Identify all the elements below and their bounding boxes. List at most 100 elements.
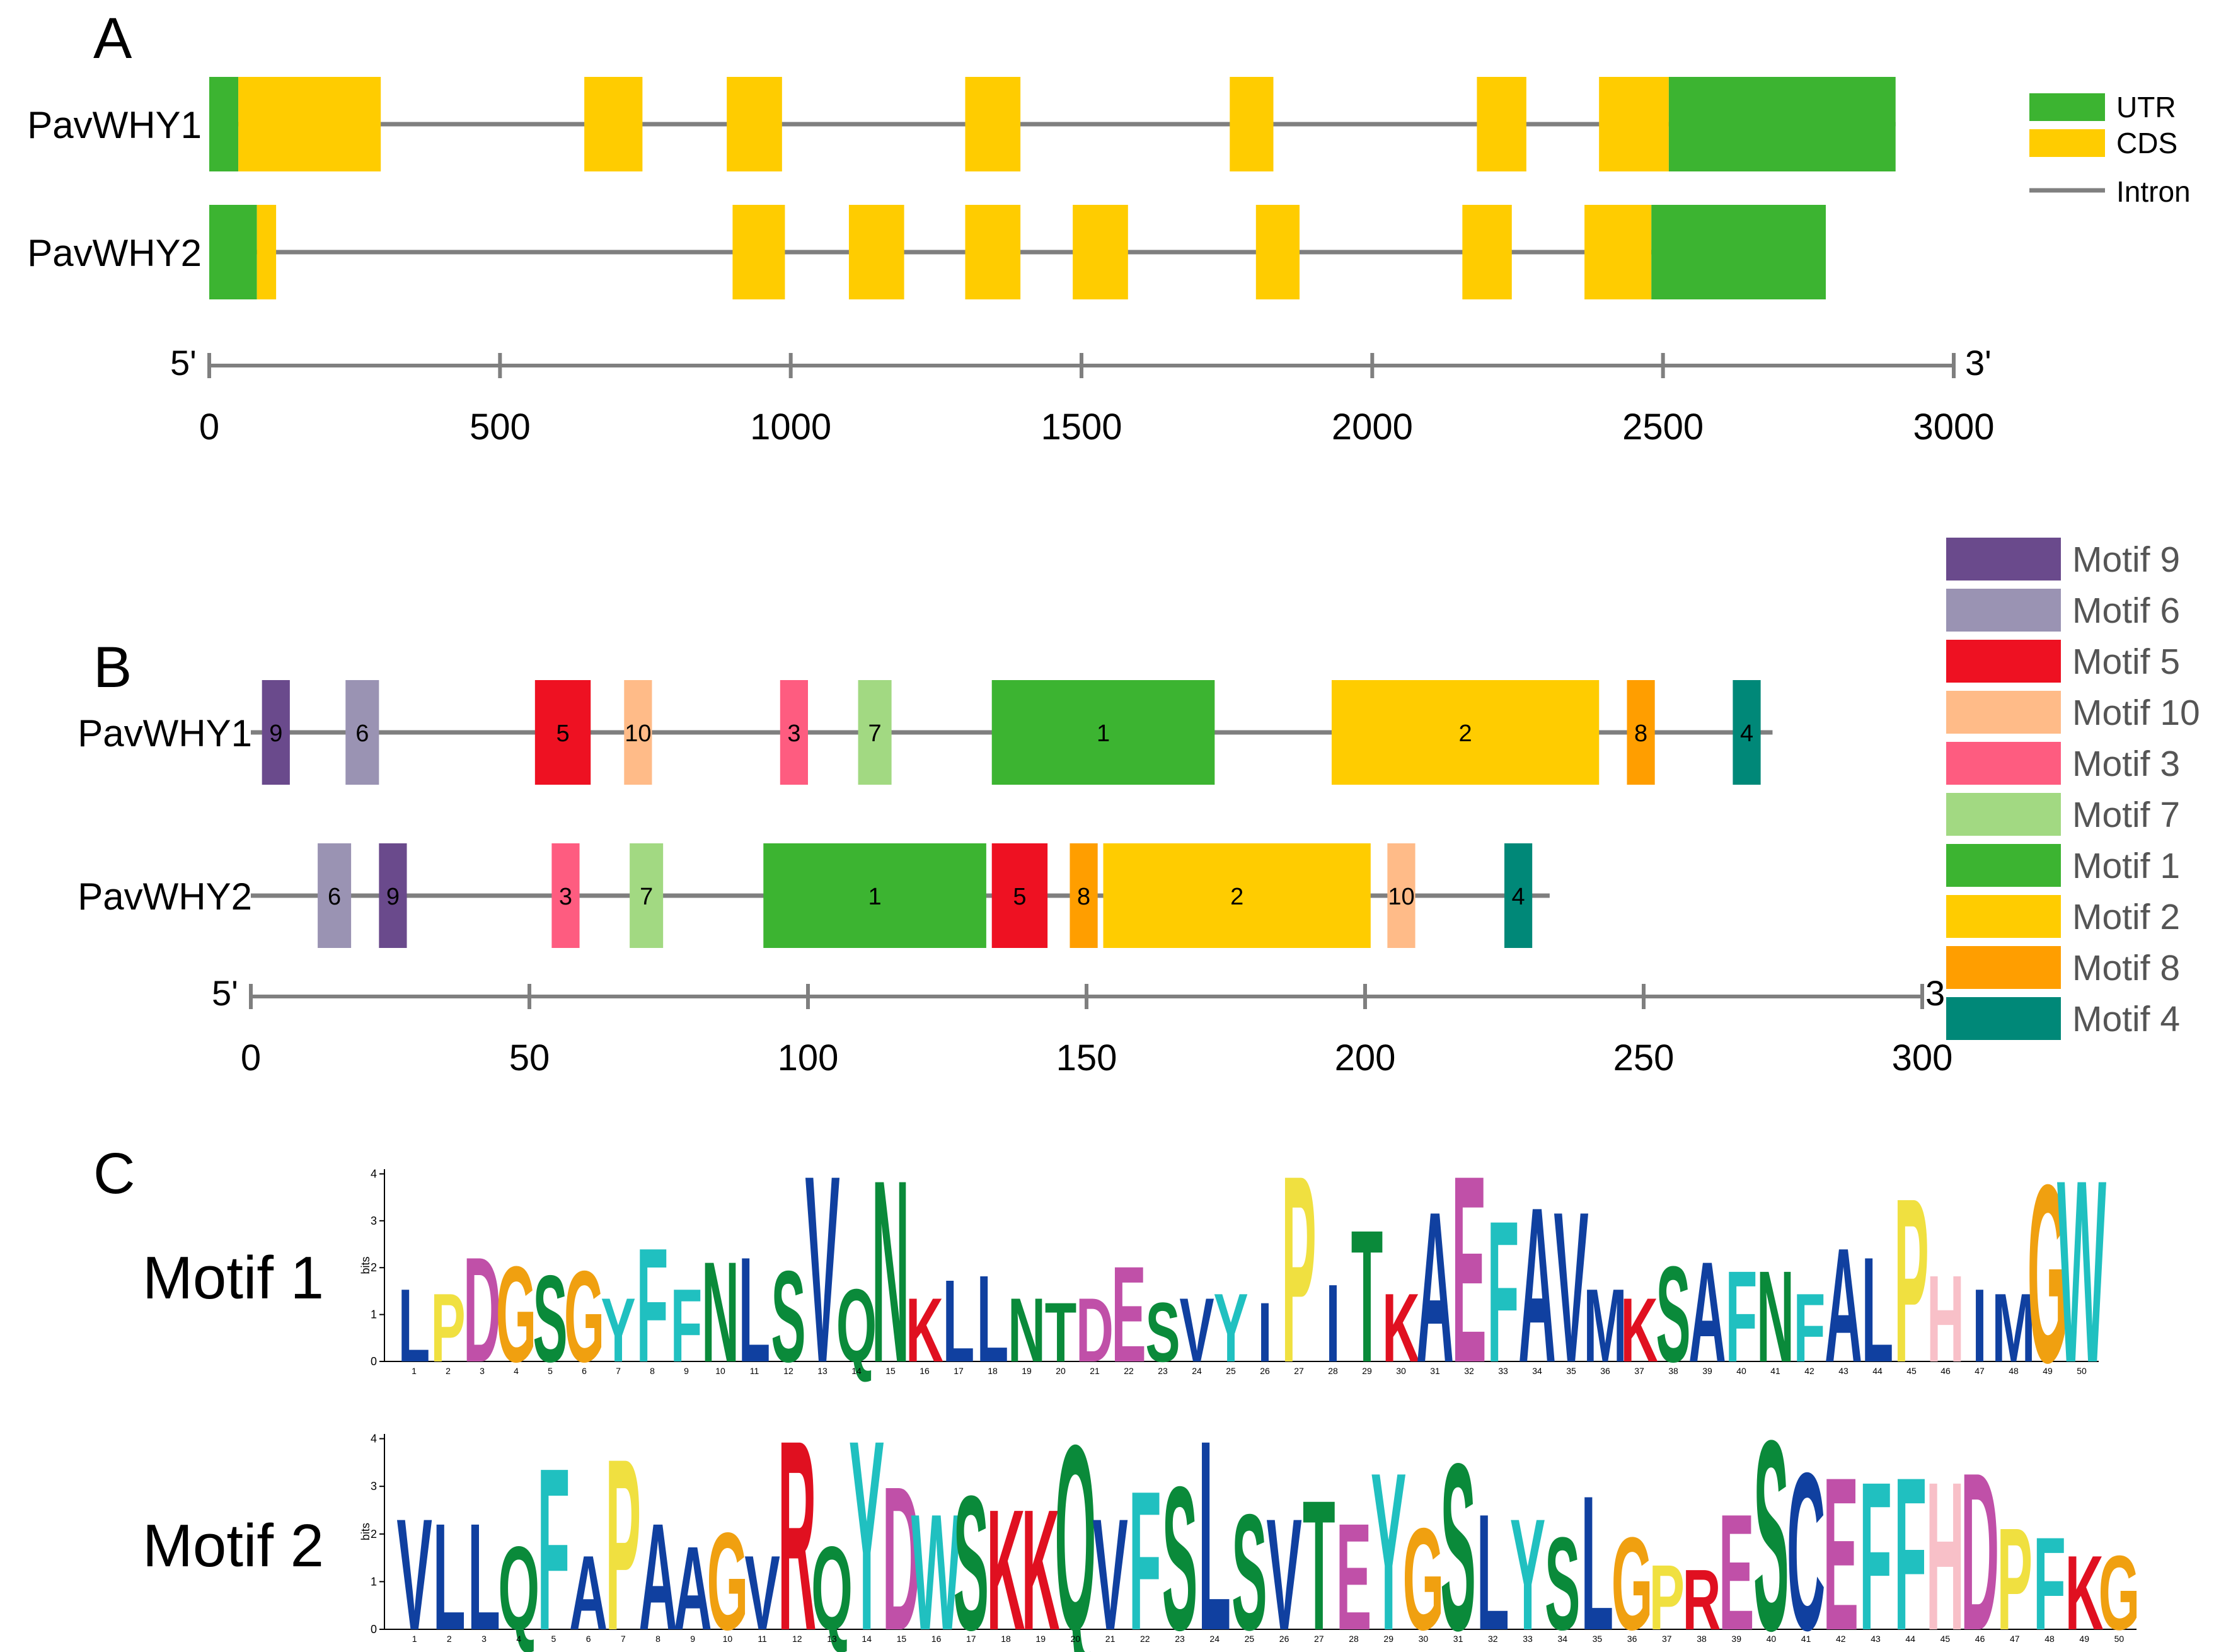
motif-number-label: 9	[386, 884, 400, 910]
logo-position-label: 14	[851, 1366, 862, 1376]
logo-position-label: 21	[1105, 1634, 1116, 1644]
motif-number-label: 2	[1230, 884, 1243, 910]
logo-residue: K	[986, 1474, 1025, 1652]
residue-letter: E	[1111, 1237, 1146, 1390]
residue-letter: F	[1726, 1245, 1758, 1390]
logo-position-label: 49	[2043, 1366, 2053, 1376]
logo-residue: D	[463, 1226, 501, 1394]
protein-pavwhy1: PavWHY1 9 6 5 10 3 7 1 2 8 4	[78, 680, 1773, 785]
protein-pavwhy2: PavWHY2 6 9 3 7 1 5 8 2 10 4	[78, 843, 1550, 948]
legend-swatch	[1946, 691, 2061, 734]
logo-position-label: 32	[1488, 1634, 1498, 1644]
logo-position-label: 32	[1464, 1366, 1474, 1376]
logo-residue: D	[882, 1445, 921, 1652]
motif-number-label: 6	[328, 884, 341, 910]
gene-name-label: PavWHY2	[27, 232, 202, 274]
logo-position-label: 42	[1804, 1366, 1814, 1376]
motif-9-box	[379, 843, 407, 948]
logo-position-label: 25	[1226, 1366, 1236, 1376]
residue-letter: N	[1008, 1279, 1046, 1381]
logo-position-label: 47	[1975, 1366, 1985, 1376]
axis-tick-label: 2500	[1622, 407, 1704, 448]
logo-residue: L	[943, 1256, 975, 1387]
logo-residue: V	[805, 1120, 840, 1418]
legend-swatch	[2029, 93, 2105, 121]
logo-position-label: 11	[758, 1634, 767, 1644]
logo-residue: R	[1682, 1552, 1721, 1648]
logo-y-tick-label: 2	[371, 1261, 377, 1274]
motif-number-label: 10	[1388, 884, 1414, 910]
residue-letter: K	[2065, 1535, 2104, 1652]
logo-position-label: 19	[1022, 1366, 1032, 1376]
logo-residue: L	[398, 1268, 430, 1384]
residue-letter: E	[1336, 1492, 1371, 1652]
logo-position-label: 3	[482, 1634, 487, 1644]
residue-letter: L	[468, 1492, 500, 1652]
motif-number-label: 3	[787, 720, 800, 747]
logo-residue: I	[1973, 1268, 1987, 1384]
logo-title: Motif 2	[142, 1512, 324, 1580]
residue-letter: I	[1326, 1262, 1341, 1386]
logo-position-label: 24	[1192, 1366, 1202, 1376]
logo-position-label: 40	[1767, 1634, 1777, 1644]
logo-position-label: 10	[715, 1366, 725, 1376]
logo-residue: V	[744, 1535, 780, 1652]
motif-2-box	[1331, 680, 1600, 785]
legend-swatch	[1946, 640, 2061, 683]
logo-residue: T	[1351, 1191, 1383, 1402]
legend-label: Motif 5	[2072, 642, 2180, 682]
logo-residue: D	[1076, 1279, 1114, 1381]
panel-b-axis: 5' 3' 0 50 100 150 200 250 300	[212, 973, 1952, 1078]
logo-position-label: 33	[1498, 1366, 1508, 1376]
logo-position-label: 34	[1557, 1634, 1567, 1644]
residue-letter: F	[1859, 1438, 1892, 1652]
logo-residue: L	[739, 1226, 771, 1394]
legend-label: UTR	[2116, 91, 2176, 124]
logo-position-label: 50	[2114, 1634, 2125, 1644]
motif-number-label: 7	[868, 720, 882, 747]
logo-position-label: 3	[480, 1366, 485, 1376]
residue-letter: K	[1382, 1274, 1420, 1383]
cds-segment	[1073, 205, 1128, 299]
legend-label: Motif 3	[2072, 744, 2180, 784]
gene-name-label: PavWHY1	[27, 104, 202, 146]
logo-residue: L	[468, 1492, 500, 1652]
axis-tick-label: 250	[1613, 1037, 1675, 1078]
utr-segment	[1668, 77, 1896, 171]
axis-tick-label: 150	[1056, 1037, 1117, 1078]
logo-y-tick-label: 0	[371, 1623, 377, 1636]
residue-letter: Q	[498, 1522, 539, 1652]
logo-position-label: 41	[1770, 1366, 1780, 1376]
logo-y-tick-label: 4	[371, 1167, 377, 1180]
legend-swatch	[2029, 129, 2105, 157]
motif-2-box	[1103, 843, 1371, 948]
motif-1-box	[991, 680, 1215, 785]
residue-letter: F	[637, 1214, 669, 1397]
residue-letter: K	[1022, 1474, 1060, 1652]
logo-residue: W	[911, 1480, 962, 1652]
motif-1-box	[763, 843, 986, 948]
logo-position-label: 22	[1124, 1366, 1134, 1376]
residue-letter: D	[463, 1226, 501, 1394]
residue-letter: S	[954, 1457, 989, 1652]
residue-letter: M	[1584, 1268, 1627, 1384]
legend-swatch	[1946, 538, 2061, 581]
axis-tick-label: 0	[199, 407, 219, 448]
logo-residue: H	[1927, 1250, 1964, 1388]
logo-position-label: 47	[2010, 1634, 2020, 1644]
logo-position-label: 8	[655, 1634, 660, 1644]
logo-y-axis-label: bits	[359, 1256, 372, 1274]
legend-label: CDS	[2116, 127, 2177, 159]
motif-6-box	[345, 680, 379, 785]
logo-position-label: 20	[1056, 1366, 1066, 1376]
residue-letter: L	[977, 1250, 1009, 1388]
logo-position-label: 38	[1697, 1634, 1707, 1644]
residue-letter: Q	[811, 1522, 853, 1652]
logo-position-label: 2	[446, 1366, 451, 1376]
legend-swatch	[1946, 742, 2061, 785]
residue-letter: I	[1973, 1268, 1987, 1384]
cds-segment	[965, 205, 1021, 299]
logo-position-label: 34	[1532, 1366, 1542, 1376]
